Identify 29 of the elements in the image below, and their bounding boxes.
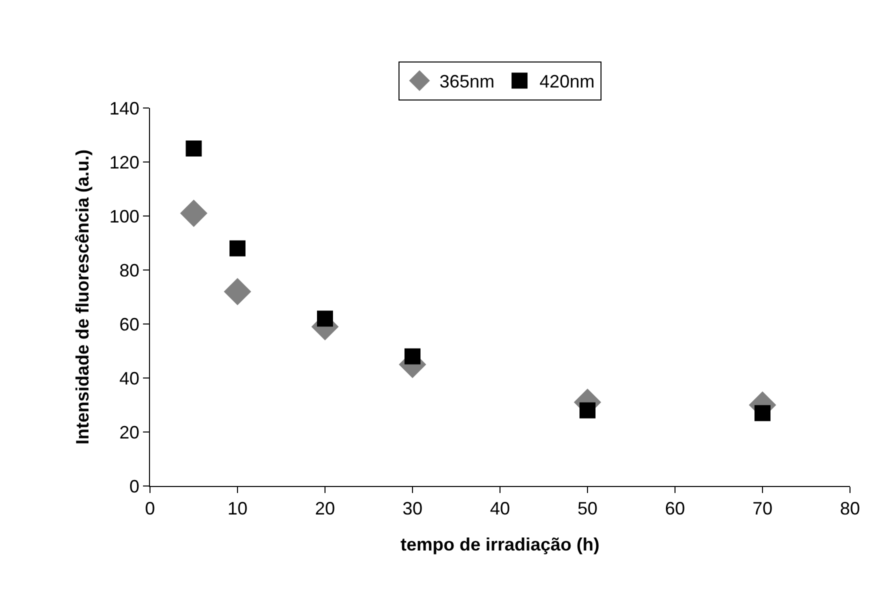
point (404, 348, 420, 364)
x-tick-label: 40 (490, 498, 510, 519)
y-tick-label: 60 (119, 314, 140, 334)
x-tick-label: 20 (314, 498, 336, 519)
x-axis-title: tempo de irradiação (h) (400, 534, 600, 555)
y-tick-label: 100 (109, 206, 140, 226)
y-tick-label: 80 (119, 260, 140, 280)
x-tick-label: 0 (144, 498, 156, 519)
legend-label: 420nm (540, 72, 595, 92)
y-tick-label: 120 (109, 152, 140, 172)
point (180, 200, 208, 227)
x-tick-label: 10 (227, 498, 248, 519)
point (754, 405, 770, 422)
point (230, 240, 246, 256)
point (224, 278, 252, 306)
x-tick-label: 60 (664, 498, 686, 519)
x-tick-label: 80 (840, 498, 860, 519)
y-tick-label: 140 (109, 98, 140, 118)
point (317, 310, 333, 327)
point (186, 140, 202, 156)
x-tick-label: 70 (752, 498, 773, 519)
y-tick-label: 20 (119, 422, 140, 442)
point (580, 402, 596, 418)
x-tick-label: 30 (402, 498, 423, 519)
x-tick-label: 50 (577, 498, 598, 519)
legend-label: 365nm (440, 72, 495, 92)
y-tick-label: 40 (119, 368, 140, 388)
y-tick-label: 0 (129, 476, 140, 496)
y-axis-title: Intensidade de fluorescência (a.u.) (72, 149, 93, 445)
